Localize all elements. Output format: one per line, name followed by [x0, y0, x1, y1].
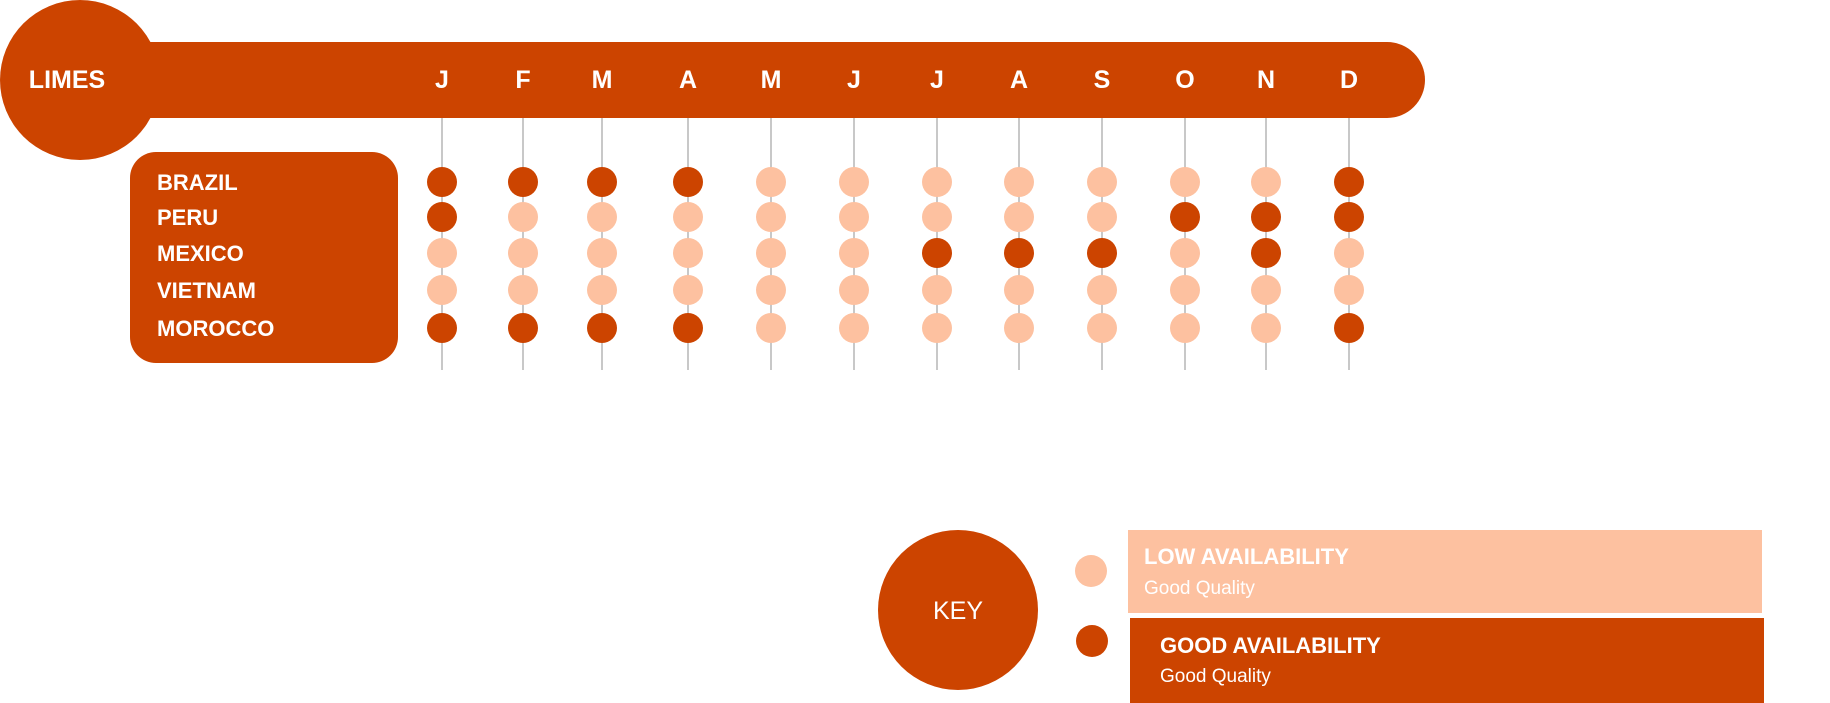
availability-dot-low — [839, 167, 869, 197]
availability-dot-low — [587, 202, 617, 232]
country-label: MEXICO — [157, 241, 244, 266]
availability-dot-low — [587, 275, 617, 305]
key-legend: KEY LOW AVAILABILITY Good Quality GOOD A… — [878, 530, 1764, 703]
availability-dot-good — [427, 313, 457, 343]
availability-dot-low — [1004, 202, 1034, 232]
month-label: D — [1340, 66, 1358, 94]
availability-dot-low — [839, 238, 869, 268]
availability-dot-good — [673, 167, 703, 197]
availability-dot-low — [1087, 167, 1117, 197]
key-low-box — [1128, 530, 1762, 613]
key-low-dot — [1075, 555, 1107, 587]
month-lines — [441, 118, 1350, 370]
availability-dot-low — [1087, 313, 1117, 343]
availability-dot-low — [756, 238, 786, 268]
availability-dot-good — [508, 313, 538, 343]
availability-dot-low — [756, 202, 786, 232]
country-panel — [130, 152, 398, 363]
availability-dot-low — [587, 238, 617, 268]
key-low-title: LOW AVAILABILITY — [1144, 544, 1349, 569]
availability-dot-low — [1251, 313, 1281, 343]
availability-dot-low — [1251, 275, 1281, 305]
availability-dot-low — [1170, 238, 1200, 268]
country-label: VIETNAM — [157, 278, 256, 303]
month-label: J — [847, 66, 861, 94]
availability-dot-good — [1334, 313, 1364, 343]
availability-dot-low — [673, 202, 703, 232]
availability-dot-good — [1004, 238, 1034, 268]
availability-dot-low — [839, 275, 869, 305]
key-good-subtitle: Good Quality — [1160, 666, 1271, 687]
availability-dot-low — [756, 313, 786, 343]
availability-dot-good — [427, 167, 457, 197]
availability-dot-low — [427, 238, 457, 268]
key-circle — [878, 530, 1038, 690]
availability-dot-low — [427, 275, 457, 305]
country-labels: BRAZIL PERU MEXICO VIETNAM MOROCCO — [157, 170, 274, 341]
availability-dot-low — [673, 275, 703, 305]
month-label: S — [1094, 66, 1111, 94]
availability-dot-low — [1087, 275, 1117, 305]
availability-dot-low — [1251, 167, 1281, 197]
availability-dot-good — [587, 167, 617, 197]
availability-dot-low — [1334, 238, 1364, 268]
availability-dot-low — [1334, 275, 1364, 305]
key-label: KEY — [933, 597, 983, 625]
month-label: A — [1010, 66, 1028, 94]
header-bar — [70, 42, 1425, 118]
month-label: A — [679, 66, 697, 94]
month-label: O — [1175, 66, 1194, 94]
key-low-subtitle: Good Quality — [1144, 578, 1255, 599]
availability-dot-low — [1170, 275, 1200, 305]
availability-dot-low — [508, 275, 538, 305]
availability-dot-low — [839, 313, 869, 343]
country-label: PERU — [157, 205, 218, 230]
availability-dot-low — [1004, 313, 1034, 343]
month-label: J — [930, 66, 944, 94]
availability-dot-good — [1251, 202, 1281, 232]
availability-dot-low — [1004, 275, 1034, 305]
availability-dot-low — [922, 167, 952, 197]
availability-dot-good — [1334, 167, 1364, 197]
availability-dot-low — [1004, 167, 1034, 197]
availability-dot-low — [673, 238, 703, 268]
availability-dots — [427, 167, 1364, 343]
availability-dot-good — [1251, 238, 1281, 268]
availability-dot-low — [756, 275, 786, 305]
availability-dot-low — [922, 275, 952, 305]
availability-dot-good — [1334, 202, 1364, 232]
country-label: MOROCCO — [157, 316, 274, 341]
availability-dot-low — [1087, 202, 1117, 232]
availability-dot-low — [508, 202, 538, 232]
availability-dot-low — [922, 313, 952, 343]
key-good-box — [1130, 618, 1764, 703]
availability-dot-good — [427, 202, 457, 232]
availability-dot-low — [1170, 313, 1200, 343]
chart-title: LIMES — [29, 66, 105, 94]
month-label: J — [435, 66, 449, 94]
title-circle — [0, 0, 160, 160]
month-label: F — [515, 66, 530, 94]
month-label: M — [761, 66, 782, 94]
availability-dot-low — [922, 202, 952, 232]
availability-dot-low — [508, 238, 538, 268]
availability-dot-low — [1170, 167, 1200, 197]
availability-dot-low — [756, 167, 786, 197]
month-label: N — [1257, 66, 1275, 94]
availability-dot-good — [587, 313, 617, 343]
availability-dot-good — [922, 238, 952, 268]
key-good-title: GOOD AVAILABILITY — [1160, 633, 1381, 658]
month-label: M — [592, 66, 613, 94]
availability-dot-good — [1087, 238, 1117, 268]
availability-dot-good — [508, 167, 538, 197]
availability-dot-good — [1170, 202, 1200, 232]
availability-dot-low — [839, 202, 869, 232]
country-label: BRAZIL — [157, 170, 238, 195]
key-good-dot — [1076, 625, 1108, 657]
availability-dot-good — [673, 313, 703, 343]
